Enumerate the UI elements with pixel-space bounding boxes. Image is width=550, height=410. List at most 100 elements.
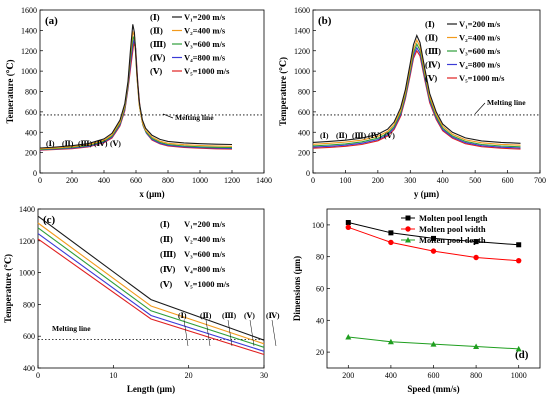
data-point: [430, 341, 437, 347]
x-tick-label: 200: [342, 371, 354, 380]
legend-marker: (Ⅴ): [425, 73, 437, 83]
legend-marker: (Ⅱ): [160, 234, 173, 244]
curve-tag: (Ⅰ): [178, 311, 187, 320]
curve-tag: (Ⅴ): [244, 311, 255, 320]
panel-0: 0 200 400 600 800 1000 1200 1400 0 200 400 600 800 10…: [5, 6, 272, 199]
panel-label: (b): [318, 15, 332, 27]
x-tick-label: 600: [502, 176, 514, 185]
x-axis-label: Speed (mm/s): [407, 384, 459, 394]
curve-tag: (Ⅲ): [222, 311, 237, 320]
plot-frame: [37, 208, 265, 369]
y-tick-label: 60: [316, 285, 324, 294]
curve-tag-pointer: [183, 319, 189, 347]
x-tick-label: 10: [109, 371, 117, 380]
legend-label: V₁=200 m/s: [184, 12, 226, 22]
y-tick-label: 600: [25, 108, 37, 117]
legend-label: Molten pool length: [419, 213, 488, 223]
data-point: [430, 248, 437, 254]
data-point: [431, 235, 436, 241]
legend-marker: (Ⅳ): [150, 53, 165, 63]
curve-tag: (Ⅲ): [78, 139, 93, 148]
curve-tag: (Ⅳ): [368, 131, 382, 140]
panel-1: 0 100 200 300 400 500 600 700 0 200 400 600 800 1000 1…: [278, 6, 546, 199]
y-tick-label: 80: [316, 253, 324, 262]
legend-marker: [405, 215, 411, 221]
series-line: [37, 233, 265, 352]
y-tick-label: 1400: [21, 26, 37, 35]
legend-marker: (Ⅰ): [150, 12, 160, 22]
legend-marker: (Ⅲ): [160, 249, 176, 259]
y-tick-label: 200: [25, 149, 37, 158]
data-point: [388, 239, 394, 246]
series-line: [37, 215, 265, 341]
y-tick-label: 400: [298, 128, 310, 137]
legend-marker: (Ⅳ): [425, 60, 440, 70]
legend-label: Molten pool width: [419, 224, 486, 234]
curve-tag: (Ⅰ): [320, 131, 329, 140]
melting-line-annotation: Melting line: [52, 324, 91, 333]
x-tick-label: 1000: [192, 176, 208, 185]
series-line: [37, 238, 265, 356]
legend-label: V₂=400 m/s: [184, 234, 226, 244]
data-point: [516, 242, 522, 248]
curve-tag: (Ⅱ): [200, 311, 212, 320]
legend-label: V₄=800 m/s: [184, 53, 226, 63]
y-axis-label: Temerature (℃): [5, 59, 15, 123]
x-tick-label: 200: [66, 176, 78, 185]
legend-label: V₂=400 m/s: [184, 26, 226, 36]
x-axis-label: y (μm): [414, 189, 439, 199]
y-axis-label: Temperature (℃): [278, 57, 288, 126]
legend-marker: (Ⅰ): [425, 19, 435, 29]
data-point: [516, 257, 522, 264]
y-tick-label: 1200: [21, 47, 37, 56]
curve-tag: (Ⅴ): [110, 139, 121, 148]
x-tick-label: 400: [98, 176, 110, 185]
data-point: [388, 230, 394, 236]
legend-label: V₁=200 m/s: [459, 19, 501, 29]
panel-2: 0 10 20 30 400 600 800 1000 1200 1400 Length (μm) T…: [3, 205, 280, 394]
y-tick-label: 200: [298, 149, 310, 158]
curve-tag: (Ⅱ): [336, 131, 348, 140]
legend-label: V₄=800 m/s: [459, 60, 501, 70]
curve-tag: (Ⅳ): [94, 139, 108, 148]
y-tick-label: 400: [23, 364, 35, 373]
y-tick-label: 600: [298, 108, 310, 117]
legend-marker: (Ⅱ): [150, 26, 163, 36]
y-tick-label: 1000: [21, 67, 37, 76]
curve-tag: (Ⅰ): [46, 139, 55, 148]
data-point: [515, 345, 522, 352]
y-tick-label: 1400: [19, 205, 35, 214]
x-tick-label: 20: [185, 371, 193, 380]
curve-tag: (Ⅲ): [352, 131, 367, 140]
y-tick-label: 1200: [294, 47, 310, 56]
curve-tag-pointer: [205, 319, 211, 347]
x-tick-label: 0: [38, 176, 42, 185]
x-tick-label: 1200: [224, 176, 240, 185]
curve-tag: (Ⅳ): [266, 311, 280, 320]
y-tick-label: 1000: [19, 269, 35, 278]
legend-label: V₅=1000 m/s: [459, 73, 505, 83]
y-tick-label: 400: [25, 128, 37, 137]
annotation-arrow: [162, 113, 174, 119]
curve-tag-pointer: [227, 319, 233, 347]
legend-marker: (Ⅲ): [150, 39, 166, 49]
legend-label: V₁=200 m/s: [184, 219, 226, 229]
y-tick-label: 0: [306, 169, 310, 178]
curve-tag-pointer: [271, 319, 277, 347]
panel-label: (d): [515, 349, 529, 361]
x-tick-label: 300: [404, 176, 416, 185]
legend-marker: (Ⅰ): [160, 219, 170, 229]
x-tick-label: 800: [162, 176, 174, 185]
y-tick-label: 600: [23, 332, 35, 341]
y-tick-label: 20: [316, 348, 324, 357]
annotation-arrow: [474, 102, 486, 115]
legend-marker: (Ⅴ): [150, 66, 162, 76]
legend-label: V₃=600 m/s: [459, 46, 501, 56]
legend-label: V₃=600 m/s: [184, 39, 226, 49]
melting-line-annotation: Melting line: [487, 98, 526, 107]
legend-label: V₅=1000 m/s: [184, 279, 230, 289]
x-tick-label: 1000: [511, 371, 527, 380]
data-point: [387, 338, 394, 345]
legend-marker: (Ⅱ): [425, 33, 438, 43]
